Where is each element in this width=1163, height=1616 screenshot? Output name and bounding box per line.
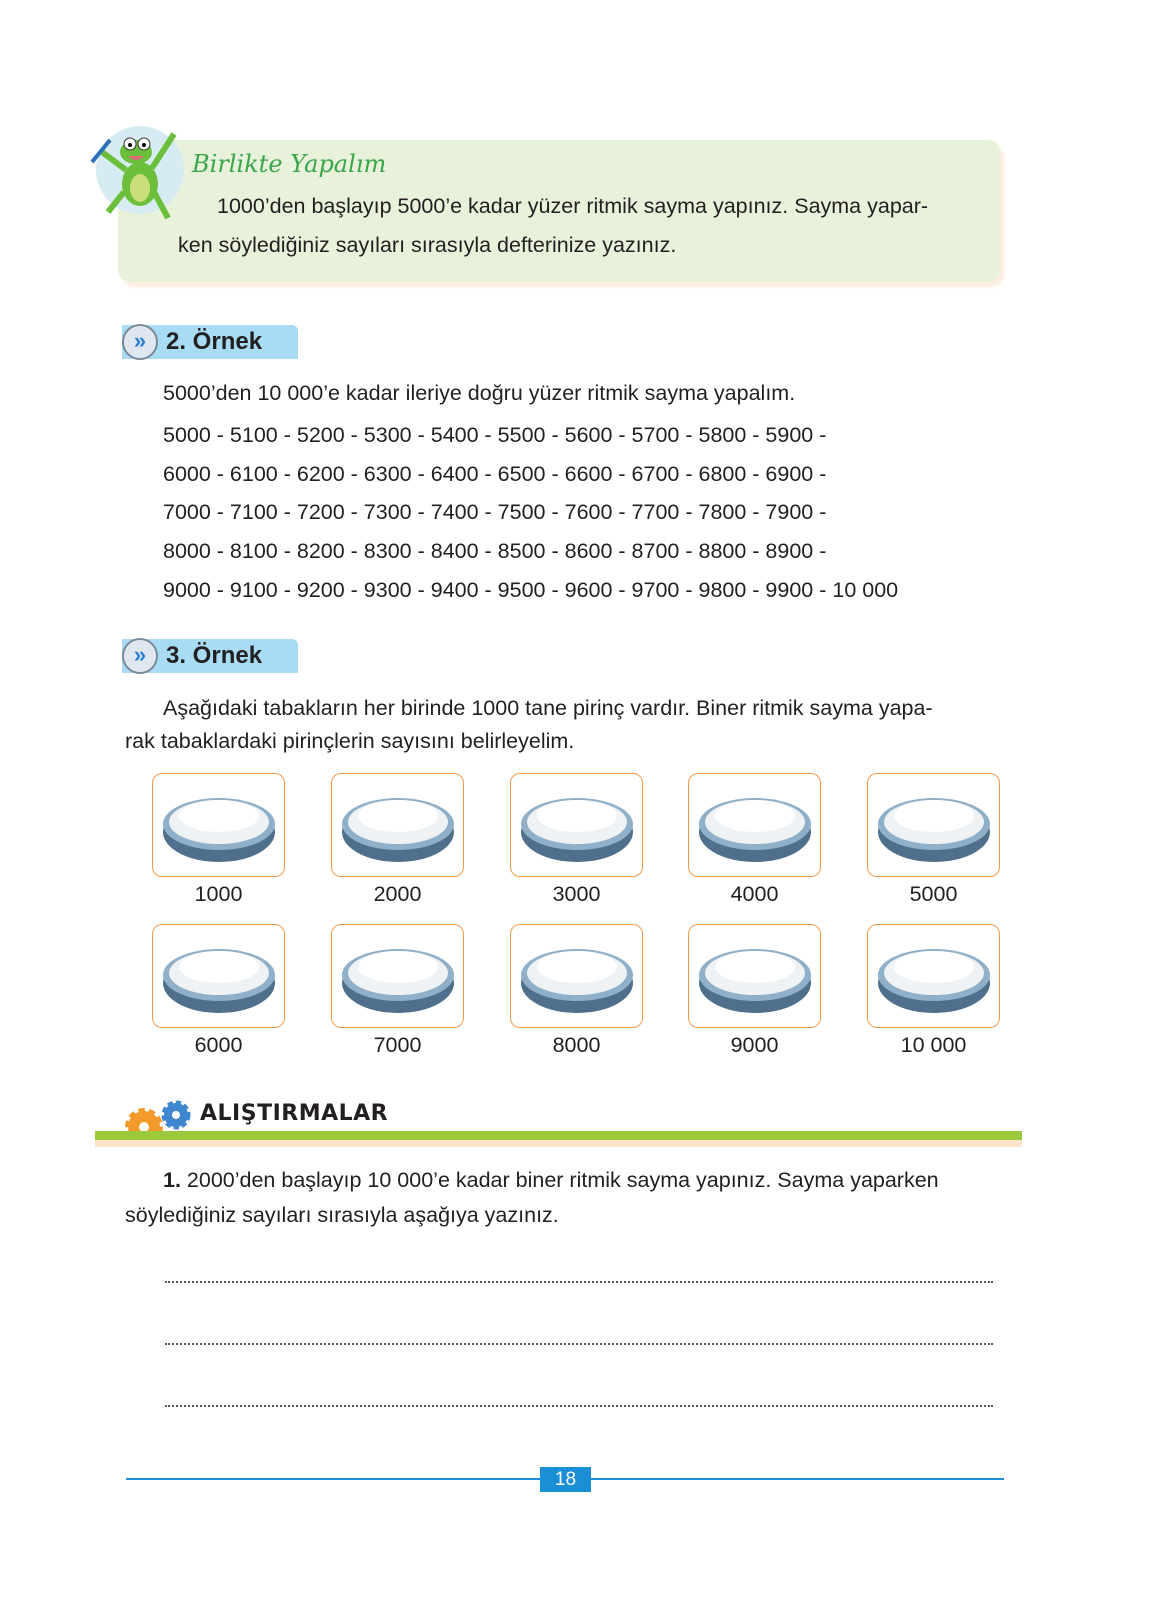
activity-text-2: ken söylediğiniz sayıları sırasıyla deft…: [178, 233, 677, 257]
plate-count-label: 4000: [730, 882, 779, 906]
rice-plate: [331, 924, 464, 1028]
rice-bowl-icon: [699, 798, 811, 862]
example-2-badge: » 2. Örnek: [122, 324, 298, 360]
plate-count-label: 10 000: [900, 1033, 967, 1057]
rice-plate: [688, 773, 821, 877]
rice-plate: [510, 924, 643, 1028]
count-line: 6000 - 6100 - 6200 - 6300 - 6400 - 6500 …: [163, 462, 827, 486]
double-chevron-icon: »: [122, 324, 158, 360]
plate-count-label: 1000: [194, 882, 243, 906]
answer-line[interactable]: [165, 1405, 993, 1407]
count-line: 9000 - 9100 - 9200 - 9300 - 9400 - 9500 …: [163, 578, 899, 602]
rice-bowl-icon: [521, 798, 633, 862]
double-chevron-icon: »: [122, 638, 158, 674]
rice-plate: [331, 773, 464, 877]
rice-bowl-icon: [699, 949, 811, 1013]
plate-count-label: 2000: [373, 882, 422, 906]
rice-plate: [867, 773, 1000, 877]
exercise-number: 1.: [163, 1168, 181, 1192]
exercises-bar: [95, 1131, 1022, 1140]
example-2-label: 2. Örnek: [166, 328, 263, 355]
page-number: 18: [540, 1467, 591, 1492]
plate-count-label: 9000: [730, 1033, 779, 1057]
rice-plate: [510, 773, 643, 877]
count-line: 5000 - 5100 - 5200 - 5300 - 5400 - 5500 …: [163, 423, 827, 447]
frog-mascot-icon: [90, 126, 184, 220]
example-3-label: 3. Örnek: [166, 642, 263, 669]
example-3-text-1: Aşağıdaki tabakların her birinde 1000 ta…: [163, 696, 933, 720]
count-line: 8000 - 8100 - 8200 - 8300 - 8400 - 8500 …: [163, 539, 827, 563]
example-3-text-2: rak tabaklardaki pirinçlerin sayısını be…: [125, 729, 575, 753]
rice-bowl-icon: [163, 949, 275, 1013]
rice-bowl-icon: [342, 798, 454, 862]
activity-text-1: 1000’den başlayıp 5000’e kadar yüzer rit…: [217, 194, 929, 218]
plate-count-label: 8000: [552, 1033, 601, 1057]
rice-plate: [867, 924, 1000, 1028]
activity-title: Birlikte Yapalım: [192, 150, 387, 178]
rice-bowl-icon: [521, 949, 633, 1013]
exercise-1-text-1: 1. 2000’den başlayıp 10 000’e kadar bine…: [163, 1168, 939, 1192]
rice-bowl-icon: [163, 798, 275, 862]
plate-count-label: 6000: [194, 1033, 243, 1057]
exercise-1-line: 2000’den başlayıp 10 000’e kadar biner r…: [180, 1168, 939, 1192]
plate-count-label: 7000: [373, 1033, 422, 1057]
answer-line[interactable]: [165, 1343, 993, 1345]
exercise-1-text-2: söylediğiniz sayıları sırasıyla aşağıya …: [125, 1203, 559, 1227]
rice-plate: [152, 924, 285, 1028]
count-line: 7000 - 7100 - 7200 - 7300 - 7400 - 7500 …: [163, 500, 827, 524]
exercises-bar-shadow: [95, 1140, 1022, 1147]
example-3-badge: » 3. Örnek: [122, 638, 298, 674]
rice-bowl-icon: [342, 949, 454, 1013]
rice-bowl-icon: [878, 949, 990, 1013]
rice-plate: [152, 773, 285, 877]
rice-bowl-icon: [878, 798, 990, 862]
rice-plate: [688, 924, 821, 1028]
example-2-intro: 5000’den 10 000’e kadar ileriye doğru yü…: [163, 381, 796, 405]
activity-box: [118, 140, 1000, 282]
plate-count-label: 3000: [552, 882, 601, 906]
exercises-title: ALIŞTIRMALAR: [200, 1101, 389, 1126]
plate-count-label: 5000: [909, 882, 958, 906]
answer-line[interactable]: [165, 1281, 993, 1283]
